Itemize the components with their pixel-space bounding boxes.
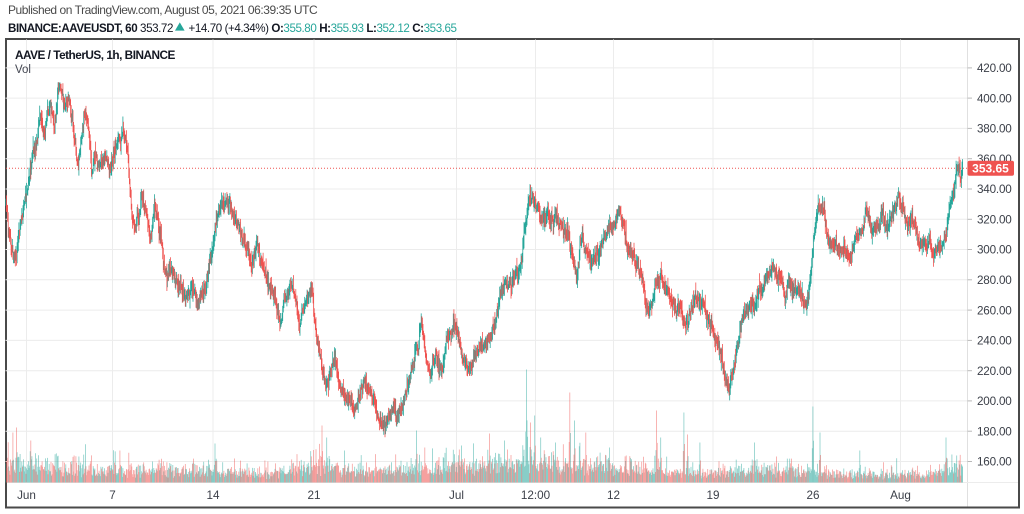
svg-text:14: 14 bbox=[206, 489, 220, 502]
svg-text:200.00: 200.00 bbox=[977, 395, 1012, 408]
svg-text:Jun: Jun bbox=[17, 489, 36, 502]
svg-text:12:00: 12:00 bbox=[521, 489, 551, 502]
svg-text:12: 12 bbox=[607, 489, 620, 502]
svg-text:+14.70 (+4.34%) O:355.80 H:355: +14.70 (+4.34%) O:355.80 H:355.93 L:352.… bbox=[189, 22, 457, 35]
svg-text:400.00: 400.00 bbox=[977, 92, 1012, 105]
svg-text:Published on TradingView.com,: Published on TradingView.com, August 05,… bbox=[8, 3, 318, 17]
svg-text:AAVE / TetherUS, 1h, BINANCE: AAVE / TetherUS, 1h, BINANCE bbox=[15, 48, 176, 62]
svg-text:BINANCE:AAVEUSDT, 60 353.72: BINANCE:AAVEUSDT, 60 353.72 bbox=[8, 22, 173, 35]
svg-text:380.00: 380.00 bbox=[977, 123, 1012, 136]
svg-text:320.00: 320.00 bbox=[977, 214, 1012, 227]
svg-text:Aug: Aug bbox=[890, 489, 911, 502]
svg-text:260.00: 260.00 bbox=[977, 304, 1012, 317]
svg-text:160.00: 160.00 bbox=[977, 456, 1012, 469]
svg-text:220.00: 220.00 bbox=[977, 365, 1012, 378]
svg-text:21: 21 bbox=[307, 489, 320, 502]
svg-text:180.00: 180.00 bbox=[977, 425, 1012, 438]
svg-text:Vol: Vol bbox=[15, 64, 31, 76]
svg-text:240.00: 240.00 bbox=[977, 335, 1012, 348]
svg-text:7: 7 bbox=[109, 489, 116, 502]
svg-text:26: 26 bbox=[806, 489, 819, 502]
svg-text:340.00: 340.00 bbox=[977, 183, 1012, 196]
svg-text:Jul: Jul bbox=[449, 489, 464, 502]
svg-text:300.00: 300.00 bbox=[977, 244, 1012, 257]
svg-text:353.65: 353.65 bbox=[972, 162, 1009, 176]
svg-text:19: 19 bbox=[706, 489, 719, 502]
svg-text:420.00: 420.00 bbox=[977, 62, 1012, 75]
svg-text:280.00: 280.00 bbox=[977, 274, 1012, 287]
